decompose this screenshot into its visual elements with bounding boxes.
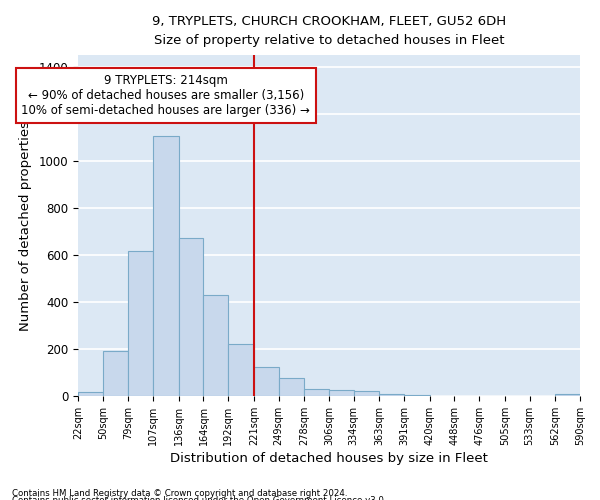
Bar — [379, 394, 404, 396]
Bar — [354, 392, 379, 396]
Text: 9 TRYPLETS: 214sqm
← 90% of detached houses are smaller (3,156)
10% of semi-deta: 9 TRYPLETS: 214sqm ← 90% of detached hou… — [22, 74, 310, 117]
Bar — [203, 295, 228, 396]
Bar — [329, 390, 354, 396]
Bar — [404, 395, 430, 396]
X-axis label: Distribution of detached houses by size in Fleet: Distribution of detached houses by size … — [170, 452, 488, 465]
Bar — [304, 389, 329, 396]
Title: 9, TRYPLETS, CHURCH CROOKHAM, FLEET, GU52 6DH
Size of property relative to detac: 9, TRYPLETS, CHURCH CROOKHAM, FLEET, GU5… — [152, 15, 506, 47]
Bar — [555, 394, 580, 396]
Text: Contains public sector information licensed under the Open Government Licence v3: Contains public sector information licen… — [12, 496, 386, 500]
Y-axis label: Number of detached properties: Number of detached properties — [19, 120, 32, 330]
Bar — [128, 252, 153, 396]
Bar — [278, 378, 304, 396]
Bar — [153, 136, 179, 396]
Bar — [228, 344, 254, 396]
Bar — [254, 366, 278, 396]
Bar — [103, 352, 128, 396]
Bar — [179, 238, 203, 396]
Text: Contains HM Land Registry data © Crown copyright and database right 2024.: Contains HM Land Registry data © Crown c… — [12, 488, 347, 498]
Bar — [78, 392, 103, 396]
